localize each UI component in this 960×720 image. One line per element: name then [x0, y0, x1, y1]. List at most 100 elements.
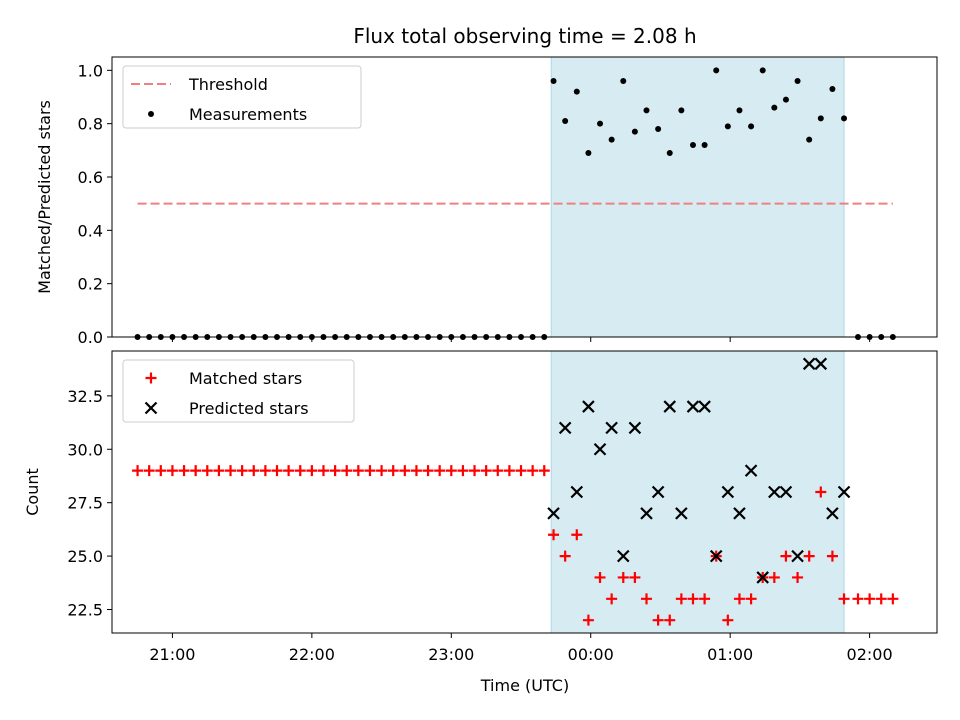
observing-window-shade	[550, 56, 845, 338]
y-tick-label: 0.0	[78, 328, 103, 347]
y-tick-label: 27.5	[67, 494, 103, 513]
ratio-panel: 0.0 0.2 0.4 0.6 0.8 1.0 Matched/Predicted sta…	[35, 56, 938, 347]
predicted-star-point	[582, 400, 595, 413]
matched-star-point	[538, 465, 550, 477]
matched-star-point	[434, 465, 446, 477]
y-tick-label: 0.2	[78, 275, 103, 294]
matched-star-point	[132, 465, 144, 477]
predicted-star-point	[686, 400, 700, 413]
count-y-axis-label: Count	[23, 468, 42, 516]
predicted-star-point	[616, 549, 630, 563]
measurement-point	[655, 126, 662, 132]
predicted-star-point	[663, 400, 677, 413]
matched-star-point	[875, 593, 887, 605]
matched-star-point	[329, 465, 341, 477]
matched-star-point	[201, 465, 213, 477]
matched-star-point	[352, 465, 364, 477]
predicted-star-point	[721, 485, 735, 499]
measurement-point	[782, 96, 789, 103]
y-tick-label: 0.4	[78, 221, 103, 240]
matched-star-point	[190, 465, 202, 477]
y-tick-label: 1.0	[78, 61, 103, 80]
ratio-axes-frame	[111, 56, 938, 338]
x-tick-label: 01:00	[707, 645, 753, 664]
chart-title: Flux total observing time = 2.08 h	[353, 24, 696, 48]
count-legend: Matched stars Predicted stars	[122, 359, 355, 423]
measurement-point	[829, 86, 836, 92]
matched-star-point	[213, 465, 225, 477]
legend-box	[122, 359, 355, 423]
matched-star-point	[664, 614, 676, 626]
ratio-x-ticks	[171, 337, 871, 342]
y-tick-label: 0.8	[78, 115, 103, 134]
x-tick-label: 21:00	[149, 645, 195, 664]
count-marks	[132, 357, 899, 626]
x-tick-label: 02:00	[847, 645, 893, 664]
matched-star-point	[887, 593, 899, 605]
matched-star-point	[687, 593, 699, 605]
matched-star-point	[571, 529, 583, 541]
count-panel: 22.5 25.0 27.5 30.0 32.5 21:00 22:00 23:00 00:0…	[23, 350, 938, 695]
measurement-point	[562, 118, 569, 124]
matched-star-point	[768, 571, 780, 583]
matched-star-point	[143, 465, 155, 477]
matched-star-point	[515, 465, 527, 477]
matched-star-point	[803, 550, 815, 562]
matched-star-point	[548, 529, 560, 541]
legend-measurement-swatch	[148, 111, 154, 117]
observing-window-shade	[550, 350, 845, 634]
x-tick-label: 22:00	[289, 645, 335, 664]
matched-star-point	[457, 465, 469, 477]
matched-star-point	[733, 593, 745, 605]
predicted-star-point	[744, 464, 758, 477]
y-tick-label: 22.5	[67, 601, 103, 620]
legend-label: Matched stars	[189, 369, 302, 388]
count-x-ticks: 21:00 22:00 23:00 00:00 01:00 02:00	[149, 633, 893, 664]
measurement-point	[701, 142, 708, 148]
measurement-point	[573, 88, 580, 95]
count-axes-frame	[111, 350, 938, 634]
matched-star-point	[410, 465, 422, 477]
matched-star-point	[492, 465, 504, 477]
measurement-point	[643, 107, 650, 114]
matched-star-point	[387, 465, 399, 477]
predicted-star-point	[558, 421, 572, 435]
legend-label: Predicted stars	[189, 399, 309, 418]
measurement-point	[631, 128, 638, 135]
predicted-star-point	[826, 507, 839, 520]
matched-star-point	[606, 593, 618, 605]
measurement-point	[841, 115, 848, 122]
matched-star-point	[675, 593, 687, 605]
legend-matched-swatch	[145, 372, 157, 384]
matched-star-point	[641, 593, 653, 605]
measurement-point	[620, 78, 627, 84]
predicted-star-point	[779, 485, 793, 499]
ratio-y-axis-label: Matched/Predicted stars	[35, 100, 54, 294]
measurement-point	[608, 136, 615, 143]
matched-star-point	[815, 486, 827, 498]
ratio-y-ticks: 0.0 0.2 0.4 0.6 0.8 1.0	[78, 61, 112, 347]
y-tick-label: 30.0	[67, 440, 103, 459]
measurement-point	[713, 67, 720, 74]
matched-star-point	[527, 465, 539, 477]
matched-star-point	[852, 593, 864, 605]
matched-star-point	[722, 614, 734, 626]
matched-star-point	[617, 571, 629, 583]
matched-star-point	[166, 465, 178, 477]
predicted-star-point	[768, 485, 781, 499]
x-tick-label: 00:00	[568, 645, 614, 664]
matched-star-point	[445, 465, 457, 477]
predicted-star-point	[802, 357, 816, 371]
ratio-legend: Threshold Measurements	[122, 65, 362, 129]
matched-star-point	[341, 465, 353, 477]
matched-star-point	[259, 465, 271, 477]
matched-star-point	[422, 465, 434, 477]
matched-star-point	[376, 465, 388, 477]
matched-star-point	[792, 571, 804, 583]
measurement-point	[817, 115, 824, 122]
measurement-point	[689, 142, 696, 148]
predicted-star-point	[756, 571, 769, 584]
legend-predicted-swatch	[144, 401, 158, 415]
predicted-star-point	[547, 507, 560, 520]
